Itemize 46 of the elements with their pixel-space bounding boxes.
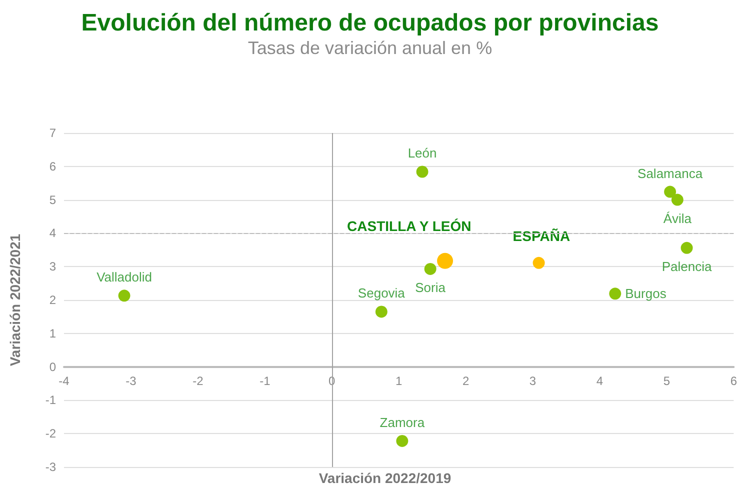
point (396, 434, 408, 447)
chart-subtitle: Tasas de variación anual en % (248, 38, 492, 58)
point (118, 290, 130, 302)
point (424, 262, 436, 275)
point (664, 186, 676, 198)
point (671, 194, 684, 206)
annotation: León (408, 146, 437, 161)
y-tick-label: 5 (49, 192, 56, 207)
point (375, 306, 388, 318)
y-tick-label: 0 (49, 360, 56, 374)
x-tick-label: 5 (663, 374, 670, 388)
y-tick-label: 4 (49, 226, 56, 240)
point (416, 166, 428, 178)
annotation: Segovia (358, 286, 406, 301)
x-tick-label: -2 (192, 374, 204, 388)
x-tick-label: -1 (260, 374, 271, 388)
y-tick-label: 3 (49, 260, 56, 274)
annotation: Salamanca (638, 166, 704, 181)
y-tick-label: 1 (49, 326, 56, 340)
y-tick-label: -2 (45, 426, 56, 441)
x-tick-label: 3 (529, 374, 536, 388)
annotation: Soria (415, 280, 446, 295)
y-tick-label: 7 (49, 126, 56, 140)
annotation: Burgos (625, 286, 667, 302)
y-tick-label: -3 (45, 460, 56, 474)
chart-title: Evolución del número de ocupados por provincias (81, 10, 659, 36)
y-tick-label: 6 (49, 159, 56, 174)
point (437, 252, 454, 269)
point (532, 256, 545, 269)
y-tick-label: -1 (45, 393, 56, 408)
x-tick-label: -4 (58, 374, 70, 388)
point (680, 242, 693, 254)
annotation: Ávila (663, 210, 692, 226)
point (609, 288, 622, 300)
text: CASTILLA Y LEÓN (347, 218, 472, 234)
y-axis-title: Variación 2022/2021 (7, 234, 23, 366)
x-tick-label: 6 (730, 374, 738, 388)
x-tick-label: 4 (596, 374, 604, 388)
annotation: Palencia (662, 258, 712, 274)
x-tick-label: -3 (126, 374, 137, 388)
x-tick-label: 2 (462, 374, 470, 388)
y-tick-label: 2 (49, 293, 56, 307)
annotation: Valladolid (96, 270, 152, 285)
annotation: Zamora (380, 414, 426, 430)
x-tick-label: 1 (395, 374, 402, 388)
x-axis-title: Variación 2022/2019 (318, 470, 452, 486)
